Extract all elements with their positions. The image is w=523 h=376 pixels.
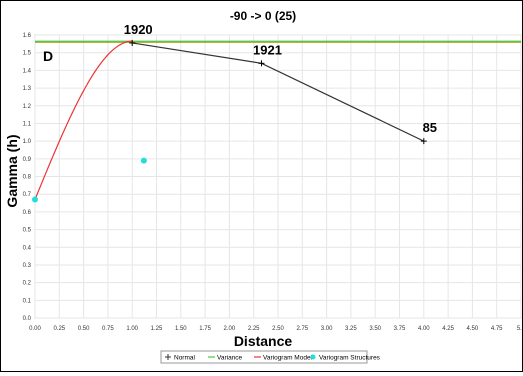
x-tick-label: 3.50 (369, 326, 381, 332)
variogram-structure-point (140, 157, 147, 164)
legend-item-label: Variogram Structures (319, 355, 381, 362)
legend-item-label: Variance (217, 355, 243, 362)
x-tick-label: 2.50 (272, 326, 284, 332)
legend: Normal Variance Variogram Model Variogram S… (160, 350, 381, 364)
x-tick-label: 1.50 (175, 326, 187, 332)
y-axis-ticks: 0.0 0.1 0.2 0.3 0.4 0.5 0.6 0.7 0.8 0.9 1.0 1.1 1.2 1… (23, 33, 32, 322)
x-tick-label: 1.00 (126, 326, 138, 332)
x-tick-label: 0.75 (102, 326, 114, 332)
x-tick-label: 3.75 (394, 326, 406, 332)
x-tick-label: 2.00 (224, 326, 236, 332)
variogram-model-curve (34, 40, 133, 200)
x-tick-label: 4.00 (418, 326, 430, 332)
point-count-label: 1921 (253, 42, 282, 57)
variogram-structure-point (32, 196, 38, 203)
x-axis-ticks: 0.00 0.25 0.50 0.75 1.00 1.25 1.50 1.75 2.00 2.25… (29, 326, 523, 332)
chart-title: -90 -> 0 (25) (230, 9, 296, 23)
y-tick-label: 1.1 (23, 121, 32, 127)
y-tick-label: 0.0 (23, 316, 32, 322)
x-tick-label: 0.00 (29, 326, 41, 332)
y-tick-label: 1.2 (23, 104, 32, 110)
y-tick-label: 1.5 (23, 51, 32, 57)
panel-label: D (43, 48, 53, 64)
x-tick-label: 0.50 (78, 326, 90, 332)
y-tick-label: 1.3 (23, 86, 32, 92)
x-tick-label: 2.75 (296, 326, 308, 332)
legend-item-label: Variogram Model (263, 355, 313, 362)
x-tick-label: 0.25 (53, 326, 65, 332)
x-tick-label: 3.00 (321, 326, 333, 332)
grid (34, 34, 522, 319)
y-tick-label: 0.9 (23, 157, 32, 163)
x-tick-label: 4.25 (442, 326, 454, 332)
y-tick-label: 0.8 (23, 175, 32, 181)
point-count-label: 1920 (124, 22, 153, 37)
y-tick-label: 1.4 (23, 68, 32, 74)
series-layer: 1920 1921 85 (32, 22, 521, 203)
x-tick-label: 3.25 (345, 326, 357, 332)
y-tick-label: 0.7 (23, 192, 32, 198)
x-tick-label: 4.50 (467, 326, 479, 332)
y-tick-label: 1.6 (23, 33, 32, 39)
y-tick-label: 0.1 (23, 298, 32, 304)
y-tick-label: 1.0 (23, 139, 32, 145)
y-tick-label: 0.3 (23, 263, 32, 269)
x-axis-label: Distance (234, 333, 293, 349)
x-tick-label: 1.25 (151, 326, 163, 332)
y-tick-label: 0.5 (23, 228, 32, 234)
legend-box (160, 350, 368, 364)
x-tick-label: 5.0 (517, 326, 522, 332)
x-tick-label: 2.25 (248, 326, 260, 332)
x-tick-label: 4.75 (491, 326, 503, 332)
y-tick-label: 0.4 (23, 245, 32, 251)
legend-item-label: Normal (174, 355, 196, 362)
point-count-label: 85 (423, 120, 437, 135)
y-tick-label: 0.2 (23, 281, 32, 287)
y-tick-label: 0.6 (23, 210, 32, 216)
y-axis-label: Gamma (h) (4, 134, 20, 207)
legend-swatch-dot (310, 354, 316, 360)
x-tick-label: 1.75 (199, 326, 211, 332)
